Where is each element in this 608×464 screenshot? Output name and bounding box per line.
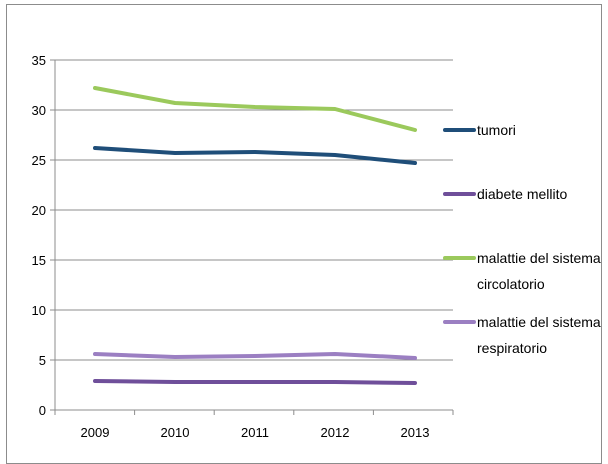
y-tick-label: 0 <box>39 403 46 418</box>
series-lines <box>93 86 417 385</box>
legend-label: respiratorio <box>477 340 547 356</box>
gridlines <box>55 59 453 361</box>
data-point <box>413 381 417 385</box>
data-point <box>173 101 177 105</box>
y-tick-label: 25 <box>32 153 46 168</box>
data-point <box>413 161 417 165</box>
y-tick-label: 15 <box>32 253 46 268</box>
data-point <box>93 86 97 90</box>
legend-label: diabete mellito <box>477 186 567 202</box>
y-tick-label: 20 <box>32 203 46 218</box>
x-tick-label: 2010 <box>161 425 190 440</box>
data-point <box>253 380 257 384</box>
legend-label: malattie del sistema <box>477 314 601 330</box>
data-point <box>93 352 97 356</box>
x-tick-label: 2009 <box>81 425 110 440</box>
legend-label: tumori <box>477 122 516 138</box>
y-tick-label: 10 <box>32 303 46 318</box>
x-tick-label: 2011 <box>241 425 269 440</box>
chart-frame <box>6 4 602 464</box>
axes: 0 5 10 15 20 25 30 35 2009 2010 2011 2012 2013 <box>32 53 454 440</box>
data-point <box>93 379 97 383</box>
data-point <box>333 153 337 157</box>
data-point <box>413 128 417 132</box>
data-point <box>253 150 257 154</box>
y-tick-label: 35 <box>32 53 46 68</box>
legend-label: malattie del sistema <box>477 250 601 266</box>
data-point <box>173 380 177 384</box>
data-point <box>333 107 337 111</box>
data-point <box>173 355 177 359</box>
y-tick-label: 30 <box>32 103 46 118</box>
data-point <box>253 105 257 109</box>
series-line-0 <box>93 146 417 165</box>
data-point <box>413 356 417 360</box>
legend: tumori diabete mellito malattie del siste… <box>443 122 601 356</box>
data-point <box>93 146 97 150</box>
x-tick-label: 2013 <box>401 425 430 440</box>
legend-label: circolatorio <box>477 276 545 292</box>
data-point <box>333 380 337 384</box>
y-tick-label: 5 <box>39 353 46 368</box>
data-point <box>333 352 337 356</box>
x-tick-label: 2012 <box>321 425 350 440</box>
data-point <box>173 151 177 155</box>
data-point <box>253 354 257 358</box>
series-line-2 <box>93 86 417 132</box>
